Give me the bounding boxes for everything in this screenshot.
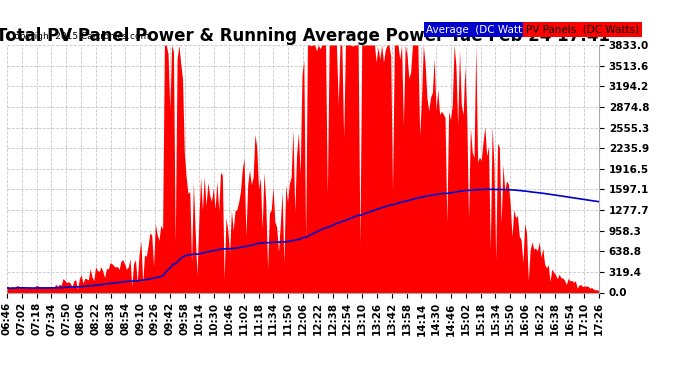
Text: Average  (DC Watts): Average (DC Watts): [426, 25, 532, 34]
Text: Copyright 2015 Cartronics.com: Copyright 2015 Cartronics.com: [8, 32, 150, 41]
Text: PV Panels  (DC Watts): PV Panels (DC Watts): [526, 25, 639, 34]
Title: Total PV Panel Power & Running Average Power Tue Feb 24 17:41: Total PV Panel Power & Running Average P…: [0, 27, 610, 45]
